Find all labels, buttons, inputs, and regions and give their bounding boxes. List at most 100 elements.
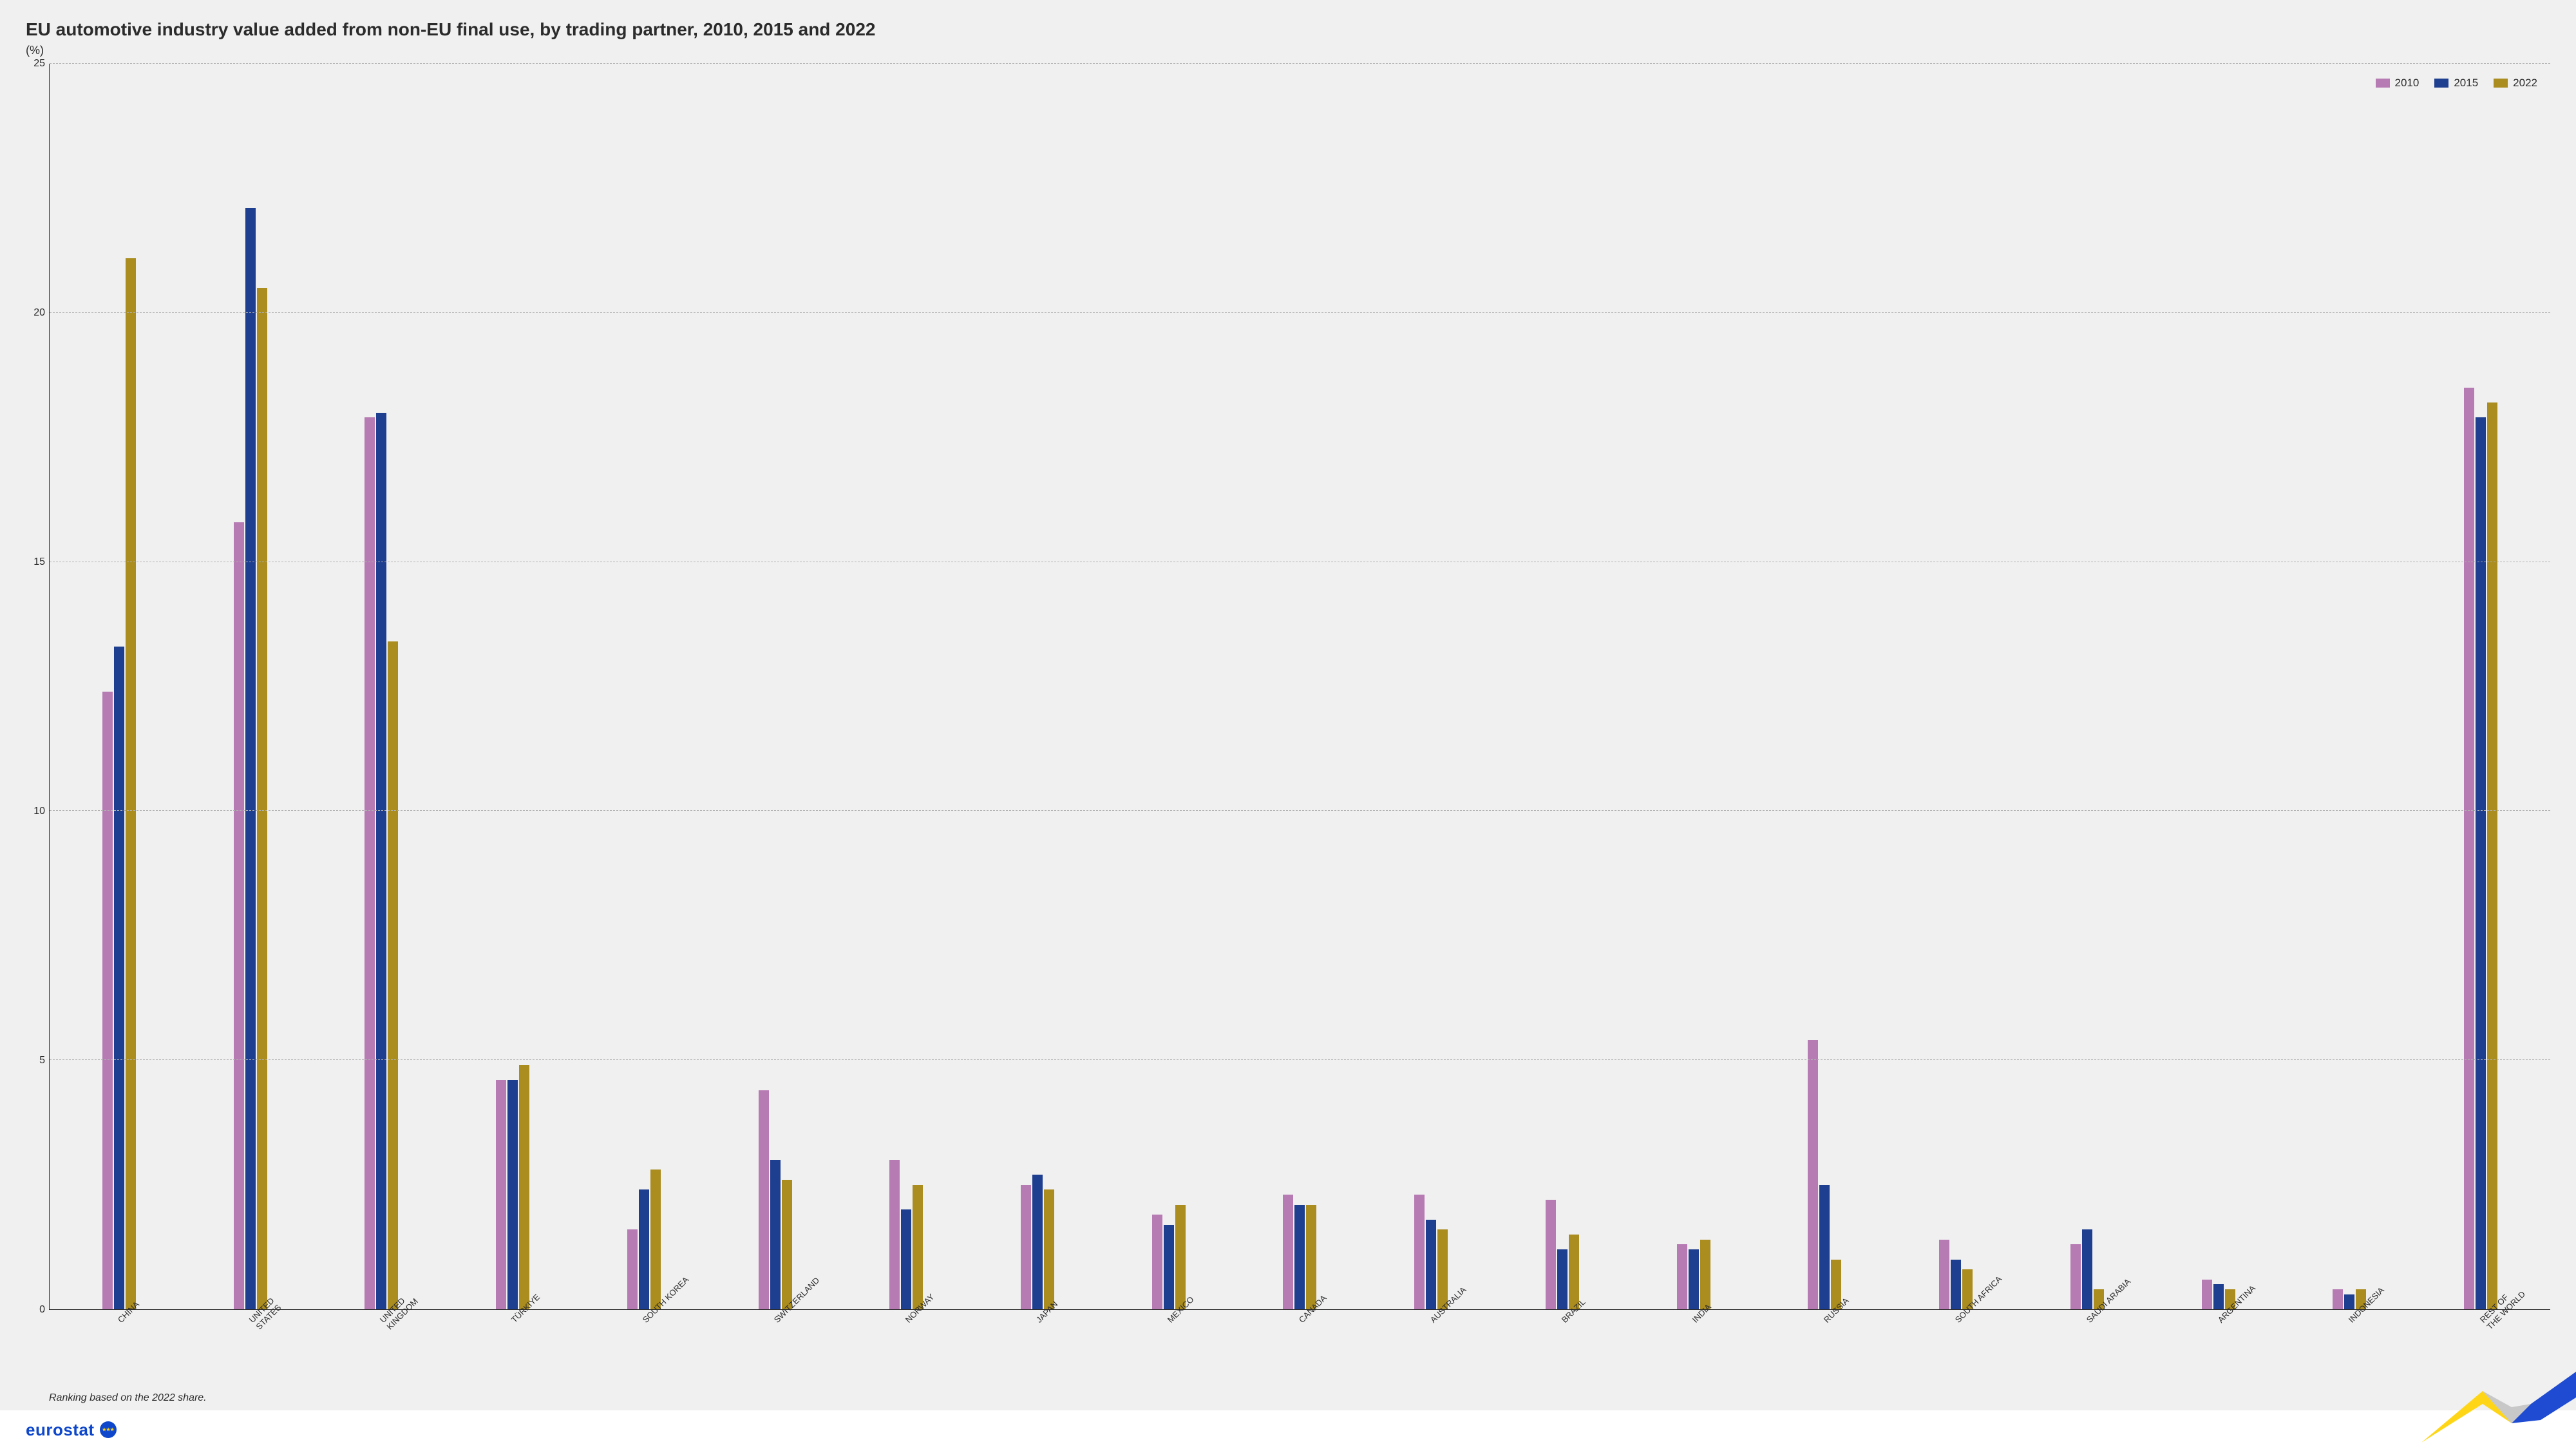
bar (650, 1170, 661, 1309)
y-tick: 10 (33, 806, 45, 817)
legend: 201020152022 (2376, 77, 2537, 90)
x-label-slot: UNITEDKINGDOM (316, 1310, 447, 1387)
bar (889, 1160, 900, 1309)
y-tick: 15 (33, 556, 45, 568)
x-label-slot: SOUTH KOREA (578, 1310, 709, 1387)
bar (2213, 1284, 2224, 1309)
bar (245, 208, 256, 1309)
bar (1283, 1195, 1293, 1309)
bar-group (53, 64, 185, 1309)
bar (388, 641, 398, 1309)
bar (2070, 1244, 2081, 1309)
plot-wrap: 0510152025 201020152022 (26, 64, 2550, 1310)
bar-group (2153, 64, 2284, 1309)
grid-line (50, 810, 2550, 811)
x-label-slot: JAPAN (972, 1310, 1103, 1387)
grid-line (50, 1059, 2550, 1060)
x-label-slot: INDIA (1628, 1310, 1759, 1387)
x-label-slot: ARGENTINA (2153, 1310, 2284, 1387)
bar (126, 258, 136, 1309)
bar-group (972, 64, 1103, 1309)
x-label-slot: MEXICO (1103, 1310, 1234, 1387)
bar-group (1497, 64, 1628, 1309)
legend-label: 2022 (2513, 77, 2537, 90)
bar (770, 1160, 781, 1309)
bar-group (1365, 64, 1497, 1309)
bar (507, 1080, 518, 1309)
grid-line (50, 312, 2550, 313)
bar (627, 1229, 638, 1309)
y-tick: 25 (33, 58, 45, 70)
plot-area: 201020152022 (49, 64, 2550, 1310)
legend-swatch (2494, 79, 2508, 88)
bar (1152, 1215, 1162, 1309)
grid-line (50, 63, 2550, 64)
bar (1426, 1220, 1436, 1309)
bar-group (1235, 64, 1366, 1309)
bar (759, 1090, 769, 1309)
x-label-slot: SAUDI ARABIA (2022, 1310, 2153, 1387)
chart-footnote: Ranking based on the 2022 share. (49, 1392, 2550, 1404)
bar (782, 1180, 792, 1309)
legend-swatch (2376, 79, 2390, 88)
bar (2082, 1229, 2092, 1309)
eurostat-logo: eurostat ★ ★ ★ (26, 1420, 117, 1440)
bar (1677, 1244, 1687, 1309)
bar (1437, 1229, 1448, 1309)
bar-group (185, 64, 316, 1309)
bar (1557, 1249, 1567, 1309)
bar (913, 1185, 923, 1309)
bar (1294, 1205, 1305, 1309)
bar (1808, 1040, 1818, 1309)
y-tick: 5 (39, 1055, 45, 1066)
y-tick: 0 (39, 1304, 45, 1316)
bar-group (1628, 64, 1759, 1309)
bar (114, 647, 124, 1309)
bar (496, 1080, 506, 1309)
footer-bar: eurostat ★ ★ ★ (0, 1410, 2576, 1449)
chart-title: EU automotive industry value added from … (26, 19, 2550, 40)
bar-group (2284, 64, 2415, 1309)
x-label-slot: BRAZIL (1497, 1310, 1628, 1387)
bar (2487, 402, 2497, 1309)
bar (1032, 1175, 1043, 1309)
eurostat-logo-text: eurostat (26, 1420, 95, 1440)
chart-subtitle: (%) (26, 44, 2550, 57)
bar (1546, 1200, 1556, 1309)
x-label-slot: RUSSIA (1759, 1310, 1890, 1387)
legend-swatch (2434, 79, 2448, 88)
bar (102, 692, 113, 1309)
bar-group (1103, 64, 1235, 1309)
bar (519, 1065, 529, 1309)
x-label-slot: UNITEDSTATES (184, 1310, 316, 1387)
bar (2464, 388, 2474, 1309)
bar-group (2022, 64, 2153, 1309)
bar-group (710, 64, 841, 1309)
bar (1951, 1260, 1961, 1309)
x-label-slot: SOUTH AFRICA (1890, 1310, 2022, 1387)
legend-label: 2015 (2454, 77, 2478, 90)
legend-item: 2022 (2494, 77, 2537, 90)
x-label-slot: CANADA (1234, 1310, 1365, 1387)
bar (2333, 1289, 2343, 1309)
bar (376, 413, 386, 1309)
x-label-slot: REST OFTHE WORLD (2415, 1310, 2546, 1387)
bar (1044, 1189, 1054, 1309)
bar-group (1890, 64, 2022, 1309)
bar-group (447, 64, 578, 1309)
chart-container: EU automotive industry value added from … (0, 0, 2576, 1410)
bar (1175, 1205, 1186, 1309)
bar (1700, 1240, 1710, 1309)
legend-item: 2015 (2434, 77, 2478, 90)
x-label-slot: INDONESIA (2284, 1310, 2416, 1387)
bar-group (578, 64, 710, 1309)
bar (1689, 1249, 1699, 1309)
bar (2476, 417, 2486, 1309)
y-axis: 0510152025 (26, 64, 49, 1310)
bar (1414, 1195, 1425, 1309)
bar (1306, 1205, 1316, 1309)
bars-area (50, 64, 2550, 1309)
bar-group (1759, 64, 1891, 1309)
bar (1939, 1240, 1949, 1309)
bar (1819, 1185, 1830, 1309)
